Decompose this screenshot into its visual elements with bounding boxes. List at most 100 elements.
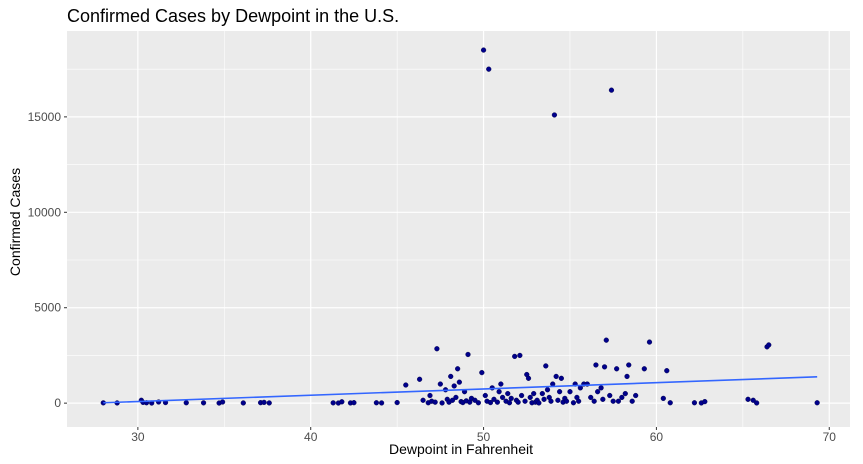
data-point (480, 47, 487, 53)
data-point (570, 400, 577, 406)
x-tick-label: 40 (304, 430, 318, 444)
x-tick-label: 50 (477, 430, 491, 444)
data-point (543, 363, 549, 369)
data-point (439, 400, 445, 406)
data-point (437, 381, 443, 387)
data-point (240, 400, 246, 406)
data-point (626, 362, 632, 368)
data-point (619, 394, 625, 401)
data-point (555, 397, 561, 403)
data-point (766, 342, 772, 348)
data-point (475, 400, 481, 406)
data-point (541, 396, 547, 402)
data-point (434, 346, 440, 352)
data-point (664, 368, 670, 374)
data-point (448, 373, 454, 380)
data-point (691, 400, 698, 406)
x-axis-label: Dewpoint in Fahrenheit (389, 441, 533, 457)
data-point (622, 391, 628, 397)
data-point (487, 399, 494, 406)
data-point (261, 399, 267, 405)
data-point (610, 398, 616, 404)
data-point (553, 373, 559, 380)
data-point (339, 399, 345, 405)
y-tick-label: 15000 (28, 110, 62, 124)
x-tick-label: 60 (650, 430, 664, 444)
data-point (427, 392, 433, 399)
data-point (200, 400, 207, 406)
data-point (525, 375, 532, 381)
data-point (522, 398, 528, 404)
data-point (449, 397, 456, 403)
data-point (607, 392, 613, 399)
chart-title: Confirmed Cases by Dewpoint in the U.S. (67, 6, 400, 26)
data-point (496, 389, 502, 395)
y-tick-label: 10000 (28, 205, 62, 219)
data-point (563, 398, 570, 404)
data-point (536, 400, 542, 406)
data-point (558, 375, 564, 381)
data-point (646, 339, 653, 345)
data-point (539, 391, 545, 397)
data-point (608, 87, 615, 93)
data-point (498, 381, 504, 387)
data-point (750, 397, 756, 403)
data-point (494, 399, 500, 405)
data-point (451, 383, 457, 389)
data-point (506, 400, 513, 406)
data-point (551, 112, 558, 118)
data-point (702, 399, 708, 405)
x-tick-label: 70 (823, 430, 837, 444)
data-point (515, 399, 521, 405)
data-point (754, 400, 760, 406)
data-point (660, 395, 666, 401)
data-point (614, 366, 620, 372)
data-point (557, 389, 563, 395)
data-point (527, 394, 533, 401)
data-point (517, 352, 523, 359)
data-point (745, 396, 751, 402)
data-point (505, 391, 511, 397)
data-point (394, 399, 400, 406)
data-point (482, 392, 488, 399)
data-point (624, 373, 630, 380)
data-point (479, 370, 485, 376)
data-point (548, 398, 554, 404)
data-point (595, 389, 601, 395)
data-point (593, 362, 599, 368)
data-point (266, 400, 272, 406)
data-point (512, 353, 518, 359)
data-point (453, 394, 459, 401)
data-point (378, 400, 385, 406)
y-tick-label: 0 (54, 396, 61, 410)
data-point (417, 376, 423, 382)
data-point (508, 395, 514, 401)
data-point (600, 396, 606, 402)
data-point (499, 394, 506, 401)
data-point (603, 337, 609, 343)
data-point (373, 400, 379, 406)
data-point (219, 399, 226, 405)
data-point (641, 366, 647, 372)
data-point (351, 400, 357, 406)
data-point (491, 396, 497, 402)
data-point (591, 398, 597, 404)
y-tick-label: 5000 (34, 301, 61, 315)
data-point (183, 400, 189, 406)
data-point (601, 364, 608, 370)
data-point (567, 389, 573, 395)
data-point (598, 385, 604, 391)
data-point (633, 392, 639, 399)
data-point (667, 400, 673, 406)
data-point (518, 392, 525, 399)
data-point (456, 379, 462, 385)
data-point (576, 398, 582, 404)
data-point (531, 391, 537, 397)
x-tick-label: 30 (131, 430, 145, 444)
data-point (420, 397, 426, 403)
data-point (486, 66, 492, 72)
plot-panel (67, 31, 850, 427)
data-point (432, 399, 438, 405)
data-point (544, 387, 551, 393)
